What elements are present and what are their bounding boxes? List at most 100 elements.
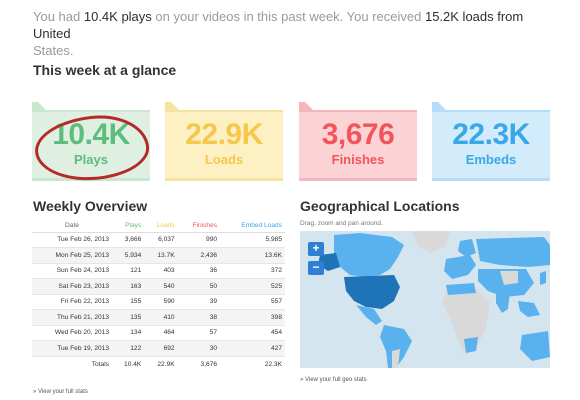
row-embeds: 525 <box>220 278 285 295</box>
zoom-in-button[interactable]: + <box>308 242 324 256</box>
table-row: Sat Feb 23, 2013 163 540 50 525 <box>32 278 285 295</box>
map-region-australia <box>520 331 550 361</box>
view-full-geo-stats-link[interactable]: » View your full geo stats <box>300 377 367 383</box>
map-region-south-america-south <box>392 349 400 368</box>
row-plays: 135 <box>112 309 145 326</box>
row-plays: 134 <box>112 325 145 341</box>
intro-part: States. <box>33 43 74 58</box>
map-region-india <box>496 291 510 313</box>
finishes-label: Finishes <box>331 152 385 167</box>
row-date: Tue Feb 19, 2013 <box>32 340 112 357</box>
row-embeds: 454 <box>220 325 285 341</box>
col-embeds[interactable]: Embed Loads <box>220 220 285 233</box>
row-plays: 155 <box>112 294 145 310</box>
embeds-label: Embeds <box>465 152 517 167</box>
row-embeds: 557 <box>220 294 285 310</box>
plays-card: 10.4K Plays <box>32 102 150 181</box>
table-row: Fri Feb 22, 2013 155 590 39 557 <box>32 294 285 310</box>
weekly-overview-table: Date Plays Loads Finishes Embed Loads Tu… <box>32 220 285 372</box>
map-region-mexico <box>356 305 382 325</box>
table-row: Thu Feb 21, 2013 135 410 38 398 <box>32 309 285 326</box>
row-finishes: 57 <box>177 325 221 341</box>
view-full-stats-link[interactable]: » View your full stats <box>33 389 88 395</box>
row-finishes: 990 <box>177 232 221 248</box>
totals-row: Totals 10.4K 22.9K 3,676 22.3K <box>32 356 285 372</box>
world-map[interactable]: + − <box>300 231 550 368</box>
row-finishes: 50 <box>177 278 221 295</box>
map-region-south-america <box>380 325 412 368</box>
col-loads[interactable]: Loads <box>144 220 178 233</box>
glance-title: This week at a glance <box>33 62 177 78</box>
map-region-greenland <box>412 231 450 253</box>
table-header-row: Date Plays Loads Finishes Embed Loads <box>32 220 285 233</box>
row-loads: 464 <box>144 325 178 341</box>
embeds-card: 22.3K Embeds <box>432 102 550 181</box>
row-plays: 121 <box>112 263 145 279</box>
card-tab <box>299 102 417 112</box>
row-embeds: 5,985 <box>220 232 285 248</box>
loads-card: 22.9K Loads <box>165 102 283 181</box>
intro-text: You had 10.4K plays on your videos in th… <box>33 8 553 59</box>
totals-label: Totals <box>32 356 112 372</box>
map-region-south-africa <box>464 337 478 353</box>
row-loads: 692 <box>144 340 178 357</box>
map-region-north-africa <box>446 283 476 295</box>
row-date: Tue Feb 26, 2013 <box>32 232 112 248</box>
map-region-scandinavia <box>458 239 476 257</box>
finishes-value: 3,676 <box>321 118 395 151</box>
map-region-central-asia <box>500 271 518 285</box>
embeds-value: 22.3K <box>452 118 530 151</box>
row-finishes: 2,436 <box>177 247 221 264</box>
row-loads: 6,037 <box>144 232 178 248</box>
row-finishes: 38 <box>177 309 221 326</box>
table-row: Mon Feb 25, 2013 5,934 13.7K 2,436 13.6K <box>32 247 285 264</box>
finishes-card: 3,676 Finishes <box>299 102 417 181</box>
card-tab <box>32 102 150 112</box>
map-region-europe <box>444 255 476 279</box>
zoom-out-button[interactable]: − <box>308 261 324 275</box>
loads-value: 22.9K <box>185 118 263 151</box>
table-row: Wed Feb 20, 2013 134 464 57 454 <box>32 325 285 341</box>
row-date: Sun Feb 24, 2013 <box>32 263 112 279</box>
row-loads: 540 <box>144 278 178 295</box>
col-finishes[interactable]: Finishes <box>177 220 221 233</box>
row-date: Thu Feb 21, 2013 <box>32 309 112 326</box>
map-region-canada <box>334 233 404 277</box>
row-embeds: 427 <box>220 340 285 357</box>
row-finishes: 30 <box>177 340 221 357</box>
row-finishes: 36 <box>177 263 221 279</box>
col-plays[interactable]: Plays <box>112 220 145 233</box>
card-tab <box>432 102 550 112</box>
intro-loads: 15.2K loads from United <box>33 9 524 41</box>
map-region-japan <box>540 271 546 285</box>
intro-part: You had <box>33 9 84 24</box>
row-embeds: 13.6K <box>220 247 285 264</box>
col-date[interactable]: Date <box>32 220 112 233</box>
weekly-overview-title: Weekly Overview <box>33 198 148 214</box>
map-region-russia <box>476 237 550 267</box>
intro-part: on your videos in this past week. You re… <box>151 9 425 24</box>
geo-title: Geographical Locations <box>300 198 460 214</box>
row-loads: 403 <box>144 263 178 279</box>
map-region-southeast-asia <box>518 301 540 317</box>
totals-embeds: 22.3K <box>220 356 285 372</box>
row-embeds: 372 <box>220 263 285 279</box>
row-loads: 590 <box>144 294 178 310</box>
row-date: Wed Feb 20, 2013 <box>32 325 112 341</box>
row-loads: 410 <box>144 309 178 326</box>
totals-loads: 22.9K <box>144 356 178 372</box>
plays-value: 10.4K <box>52 118 130 151</box>
table-row: Tue Feb 19, 2013 122 692 30 427 <box>32 340 285 357</box>
row-finishes: 39 <box>177 294 221 310</box>
map-region-usa <box>344 275 400 309</box>
plays-label: Plays <box>74 152 108 167</box>
loads-label: Loads <box>204 152 244 167</box>
table-row: Sun Feb 24, 2013 121 403 36 372 <box>32 263 285 279</box>
card-tab <box>165 102 283 112</box>
totals-finishes: 3,676 <box>177 356 221 372</box>
row-date: Mon Feb 25, 2013 <box>32 247 112 264</box>
row-plays: 3,666 <box>112 232 145 248</box>
map-svg <box>318 231 550 368</box>
row-embeds: 398 <box>220 309 285 326</box>
geo-subtitle: Drag, zoom and pan around. <box>300 220 383 227</box>
